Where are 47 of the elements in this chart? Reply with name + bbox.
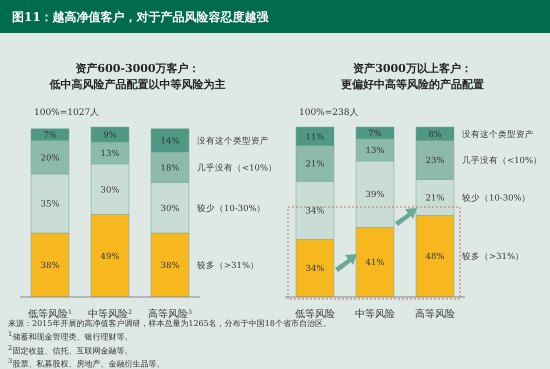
series-label: 较少（10-30%） (462, 192, 531, 204)
series-label: 几乎没有（<10%） (197, 162, 278, 174)
data-label: 7% (43, 130, 57, 141)
chart-subtitle: 资产3000万以上客户：更偏好中高等风险的产品配置 (341, 62, 484, 91)
data-label: 41% (366, 258, 384, 268)
series-label: 较多（>31%） (462, 251, 524, 262)
data-label: 8% (428, 130, 442, 140)
data-label: 34% (306, 264, 324, 274)
data-label: 7% (368, 128, 382, 139)
series-label: 较多（>31%） (197, 260, 260, 272)
data-label: 38% (40, 261, 60, 272)
data-label: 34% (306, 206, 324, 216)
text: $^{2}$固定收益、信托、互联网金融等。 (8, 342, 134, 356)
data-label: 14% (160, 136, 180, 146)
data-label: 9% (103, 130, 117, 141)
data-label: 13% (366, 146, 384, 156)
data-label: 23% (426, 156, 444, 166)
series-label: 几乎没有（<10%） (462, 155, 542, 166)
chart-title: 图11：越高净值客户，对于产品风险容忍度越强 (12, 9, 269, 26)
x-tick-label: 高等风险 (415, 308, 455, 320)
data-label: 48% (426, 252, 444, 262)
data-label: 30% (100, 185, 120, 196)
chart-subtitle: 资产600-3000万客户：低中高风险产品配置以中等风险为主 (50, 62, 226, 91)
data-label: 39% (366, 190, 384, 200)
data-label: 21% (426, 194, 444, 204)
series-label: 没有这个类型资产 (462, 128, 534, 140)
x-tick-label: 中等风险$^{2}$ (88, 308, 132, 320)
data-label: 21% (306, 160, 324, 170)
x-tick-label: 低等风险 (295, 308, 335, 320)
data-label: 30% (160, 204, 180, 214)
data-label: 35% (40, 200, 60, 210)
text: 100%=1027人 (34, 106, 100, 119)
text: $^{1}$储蓄和现金管理类、银行理财等。 (8, 329, 134, 343)
text: 100%=238人 (299, 106, 358, 119)
source-note: 来源：2015年开展的高净值客户调研，样本总量为1265名，分布于中国18个省市自治区。 (8, 318, 331, 329)
x-tick-label: 中等风险 (355, 308, 395, 320)
data-label: 20% (40, 153, 60, 164)
x-tick-label: 高等风险$^{3}$ (148, 308, 192, 320)
data-label: 38% (160, 261, 180, 272)
data-label: 11% (306, 132, 324, 142)
series-label: 较少（10-30%） (197, 202, 266, 214)
text: $^{3}$股票、私募股权、房地产、金融衍生品等。 (8, 356, 166, 369)
data-label: 49% (100, 252, 120, 262)
series-label: 没有这个类型资产 (197, 135, 269, 146)
data-label: 18% (160, 163, 180, 174)
data-label: 13% (100, 149, 120, 160)
x-tick-label: 低等风险$^{1}$ (28, 308, 72, 320)
